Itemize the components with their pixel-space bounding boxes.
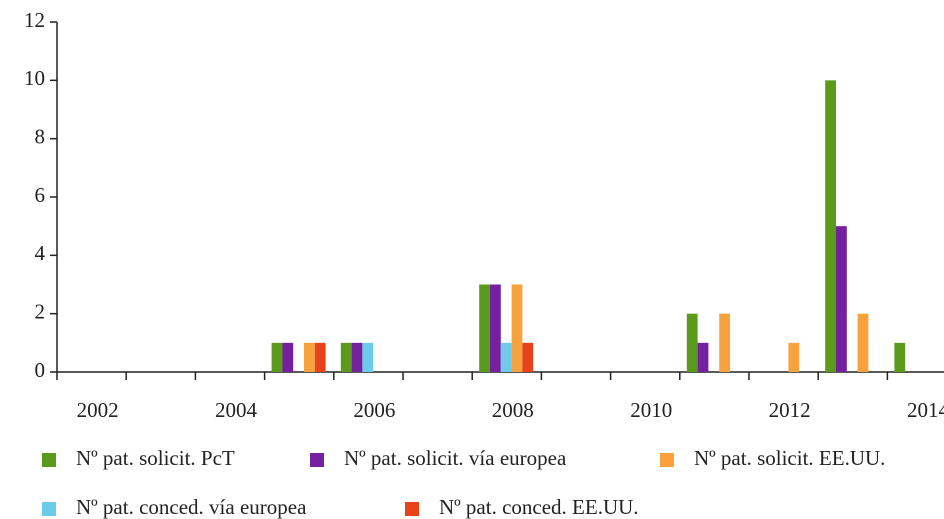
bar xyxy=(825,80,836,372)
legend-swatch xyxy=(42,453,56,467)
legend-label: Nº pat. conced. EE.UU. xyxy=(439,495,639,519)
x-tick-label: 2014 xyxy=(907,398,944,422)
y-tick-label: 4 xyxy=(35,241,46,265)
bar xyxy=(697,342,709,372)
bar xyxy=(351,342,363,372)
legend-swatch xyxy=(660,453,674,467)
x-tick-label: 2008 xyxy=(492,398,534,422)
legend-label: Nº pat. solicit. EE.UU. xyxy=(694,446,885,470)
bar xyxy=(719,313,730,372)
y-tick-label: 6 xyxy=(35,183,46,207)
legend-label: Nº pat. solicit. vía europea xyxy=(344,446,567,470)
y-tick-label: 12 xyxy=(24,8,45,32)
bar xyxy=(857,313,869,372)
bar xyxy=(479,284,490,372)
bar xyxy=(686,313,698,372)
x-tick-label: 2010 xyxy=(630,398,672,422)
legend-label: Nº pat. conced. vía europea xyxy=(76,495,307,519)
y-tick-label: 8 xyxy=(35,124,46,148)
x-tick-label: 2002 xyxy=(77,398,119,422)
bar xyxy=(314,342,326,372)
bar xyxy=(522,342,534,372)
bar xyxy=(500,342,512,372)
bar xyxy=(304,342,315,372)
x-tick-label: 2006 xyxy=(353,398,395,422)
bar xyxy=(340,342,352,372)
y-tick-label: 0 xyxy=(35,358,46,382)
bar xyxy=(788,342,800,372)
bar xyxy=(894,342,906,372)
bar xyxy=(511,284,523,372)
x-tick-label: 2012 xyxy=(769,398,811,422)
legend-swatch xyxy=(405,502,419,516)
bar xyxy=(490,284,501,372)
bar xyxy=(271,342,283,372)
bar xyxy=(836,226,847,372)
legend-swatch xyxy=(310,453,324,467)
legend-label: Nº pat. solicit. PcT xyxy=(76,446,235,470)
y-tick-label: 10 xyxy=(24,66,45,90)
legend-swatch xyxy=(42,502,56,516)
y-tick-label: 2 xyxy=(35,299,46,323)
x-tick-label: 2004 xyxy=(215,398,258,422)
bar xyxy=(282,342,294,372)
bar xyxy=(362,342,374,372)
